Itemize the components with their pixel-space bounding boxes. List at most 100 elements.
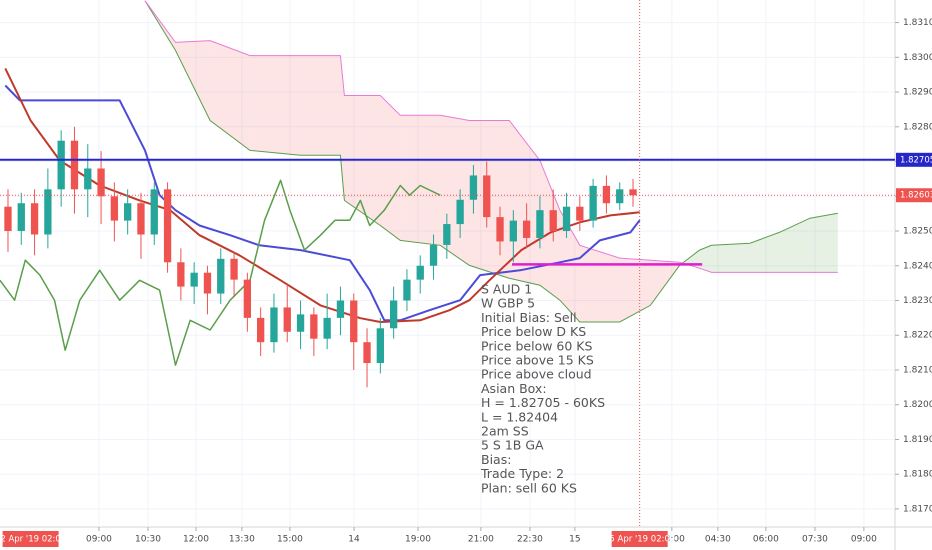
time-badge-label: 15 Apr '19 02:00 <box>604 535 675 545</box>
cloud-span-b <box>144 0 838 273</box>
cloud-fill <box>779 218 810 273</box>
y-tick-label: 1.82800 <box>903 122 932 132</box>
note-line: S AUD 1 <box>481 282 532 297</box>
candle-body <box>230 258 238 280</box>
cloud-fill <box>559 210 580 323</box>
note-line: L = 1.82404 <box>481 409 558 424</box>
cloud-fill <box>400 115 441 246</box>
x-tick-label: 13:30 <box>229 535 255 545</box>
y-tick-label: 1.83000 <box>903 53 932 63</box>
candle-body <box>4 206 12 232</box>
note-line: Asian Box: <box>481 381 547 396</box>
x-tick-label: 09:00 <box>86 535 112 545</box>
price-badge <box>896 188 932 203</box>
candle-body <box>217 258 225 294</box>
candle-body <box>350 300 358 343</box>
x-tick-label: 15 <box>569 535 580 545</box>
cloud-fill <box>750 232 780 273</box>
candle-body <box>429 244 438 266</box>
candle-body <box>84 168 92 190</box>
candle-body <box>522 220 531 238</box>
candle-body <box>203 272 212 294</box>
cloud-span-a <box>144 0 838 323</box>
price-badge-label: 1.82705 <box>900 155 932 165</box>
candle-body <box>509 220 517 242</box>
candle-body <box>363 342 371 364</box>
cloud-fill <box>619 258 651 323</box>
indicator-line <box>4 84 641 322</box>
note-line: Initial Bias: Sell <box>481 310 577 325</box>
candle-body <box>376 328 384 364</box>
candle-body <box>549 210 557 232</box>
y-tick-label: 1.82300 <box>903 296 932 306</box>
indicator-line <box>4 67 640 323</box>
note-line: Plan: sell 60 KS <box>481 480 577 495</box>
candle-body <box>629 189 637 196</box>
candle-body <box>283 307 291 332</box>
price-badge-label: 1.82603 <box>900 191 932 201</box>
candle-body <box>44 189 52 235</box>
cloud-fill <box>711 243 751 273</box>
x-tick-label: 04:30 <box>705 535 731 545</box>
x-tick-label: 15:00 <box>277 535 303 545</box>
candle-body <box>323 317 331 339</box>
x-tick-label: 12:00 <box>183 535 209 545</box>
y-tick-label: 1.82000 <box>903 400 932 410</box>
candle-body <box>270 307 278 343</box>
x-tick-label: 07:30 <box>802 535 828 545</box>
note-line: H = 1.82705 - 60KS <box>481 395 605 410</box>
cloud-fill <box>175 40 211 121</box>
candle-body <box>137 203 145 235</box>
x-tick-label: 09:00 <box>851 535 877 545</box>
x-tick-label: 19:00 <box>405 535 431 545</box>
note-line: Trade Type: 2 <box>480 466 564 481</box>
candle-body <box>70 140 79 190</box>
candle-body <box>469 175 478 200</box>
note-line: Price below 60 KS <box>481 338 592 353</box>
x-tick-label: 06:00 <box>753 535 779 545</box>
candle-body <box>256 317 265 343</box>
candle-body <box>602 185 611 204</box>
y-tick-label: 1.82900 <box>903 88 932 98</box>
candle-body <box>190 272 198 287</box>
note-line: Price above 15 KS <box>481 353 594 368</box>
note-line: 2am SS <box>481 424 529 439</box>
candle-body <box>403 279 411 301</box>
cloud-fill <box>579 245 620 323</box>
x-tick-label: 22:30 <box>517 535 543 545</box>
cloud-fill <box>809 213 838 273</box>
y-tick-label: 1.82200 <box>903 331 932 341</box>
plot-area <box>0 0 895 527</box>
note-line: W GBP 5 <box>481 296 535 311</box>
candle-body <box>296 314 305 332</box>
candle-body <box>17 203 25 232</box>
candle-body <box>443 224 451 245</box>
cloud-fill <box>699 245 712 273</box>
candle-body <box>416 265 424 280</box>
candle-body <box>150 189 158 235</box>
time-badge <box>611 531 668 547</box>
candle-body <box>589 185 597 221</box>
note-line: Bias: <box>481 452 511 467</box>
candle-body <box>536 210 544 238</box>
x-tick-label: 14 <box>348 535 360 545</box>
price-badge <box>896 152 932 167</box>
note-line: Price above cloud <box>481 367 592 382</box>
x-tick-label: 03:00 <box>659 535 685 545</box>
candle-body <box>110 196 119 221</box>
candle-body <box>336 300 345 318</box>
time-badge <box>2 531 59 547</box>
y-tick-label: 1.82500 <box>903 227 932 237</box>
cloud-fill <box>650 260 680 306</box>
cloud-fill <box>210 40 251 151</box>
candle-body <box>616 189 624 204</box>
y-tick-label: 1.82400 <box>903 261 932 271</box>
cloud-fill <box>380 95 401 241</box>
cloud-fill <box>300 55 341 156</box>
x-tick-label: 10:30 <box>135 535 161 545</box>
cloud-fill <box>250 55 301 156</box>
candle-body <box>496 217 504 242</box>
indicator-line <box>0 179 441 366</box>
